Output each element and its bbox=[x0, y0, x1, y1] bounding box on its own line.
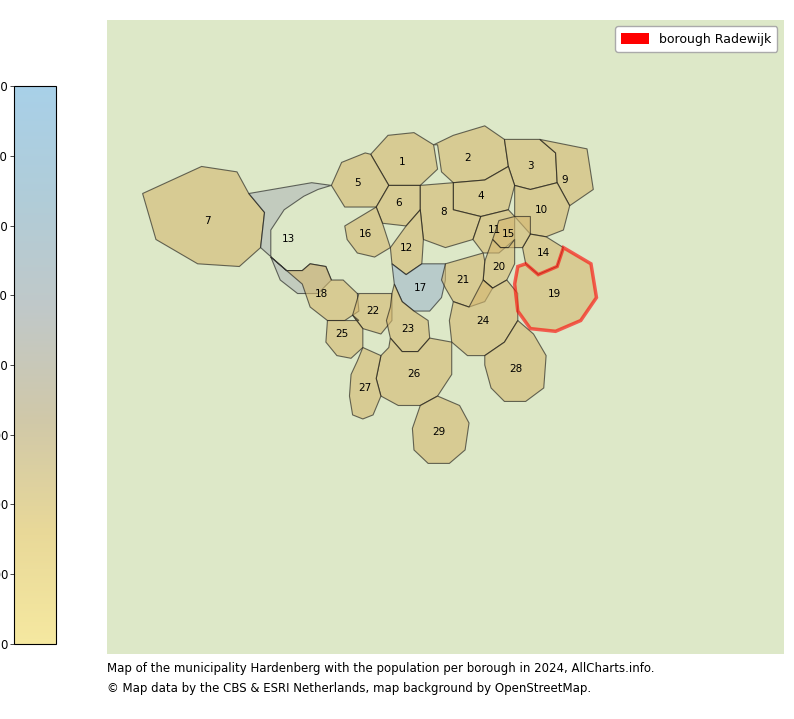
Polygon shape bbox=[392, 264, 445, 311]
Text: 3: 3 bbox=[527, 162, 534, 171]
Polygon shape bbox=[453, 167, 515, 216]
Text: 16: 16 bbox=[359, 229, 372, 239]
Text: 19: 19 bbox=[547, 288, 561, 298]
Text: 27: 27 bbox=[359, 383, 372, 393]
Text: 7: 7 bbox=[205, 216, 211, 226]
Polygon shape bbox=[331, 153, 389, 207]
Polygon shape bbox=[387, 284, 430, 352]
Polygon shape bbox=[420, 183, 481, 247]
Polygon shape bbox=[376, 338, 452, 406]
Polygon shape bbox=[271, 257, 359, 321]
Text: © Map data by the CBS & ESRI Netherlands, map background by OpenStreetMap.: © Map data by the CBS & ESRI Netherlands… bbox=[107, 682, 592, 695]
Text: 22: 22 bbox=[367, 306, 380, 316]
Text: 21: 21 bbox=[456, 275, 469, 285]
Polygon shape bbox=[515, 183, 570, 237]
Text: 23: 23 bbox=[401, 324, 414, 334]
Text: 2: 2 bbox=[464, 153, 471, 163]
Text: 24: 24 bbox=[476, 316, 490, 326]
Polygon shape bbox=[326, 315, 363, 358]
Text: 12: 12 bbox=[399, 242, 413, 252]
Text: 26: 26 bbox=[407, 370, 421, 380]
Polygon shape bbox=[449, 280, 518, 356]
Text: 18: 18 bbox=[314, 288, 328, 298]
Polygon shape bbox=[349, 347, 381, 419]
Polygon shape bbox=[353, 293, 392, 334]
Polygon shape bbox=[504, 139, 557, 190]
Text: 1: 1 bbox=[399, 157, 406, 168]
Polygon shape bbox=[441, 253, 492, 307]
Legend: borough Radewijk: borough Radewijk bbox=[615, 27, 777, 52]
Text: 28: 28 bbox=[510, 364, 523, 374]
Polygon shape bbox=[434, 126, 508, 183]
Polygon shape bbox=[143, 167, 264, 267]
Polygon shape bbox=[484, 239, 515, 288]
Polygon shape bbox=[391, 210, 423, 275]
Text: 17: 17 bbox=[414, 283, 427, 293]
Polygon shape bbox=[371, 132, 437, 186]
Polygon shape bbox=[412, 396, 469, 464]
Polygon shape bbox=[485, 321, 546, 401]
Text: Map of the municipality Hardenberg with the population per borough in 2024, AllC: Map of the municipality Hardenberg with … bbox=[107, 662, 655, 675]
Text: 14: 14 bbox=[537, 248, 550, 258]
Polygon shape bbox=[540, 139, 593, 206]
Text: 6: 6 bbox=[395, 198, 402, 208]
Polygon shape bbox=[515, 247, 596, 331]
Polygon shape bbox=[522, 234, 564, 275]
Text: 25: 25 bbox=[335, 329, 349, 339]
Polygon shape bbox=[345, 207, 391, 257]
Text: 10: 10 bbox=[535, 205, 548, 215]
Polygon shape bbox=[376, 186, 420, 226]
Text: 9: 9 bbox=[561, 175, 569, 185]
Text: 4: 4 bbox=[477, 191, 484, 201]
Text: 13: 13 bbox=[282, 234, 295, 244]
Text: 11: 11 bbox=[488, 225, 501, 235]
Text: 5: 5 bbox=[354, 178, 360, 188]
Polygon shape bbox=[249, 183, 331, 293]
Text: 8: 8 bbox=[441, 208, 447, 217]
Polygon shape bbox=[492, 216, 530, 247]
Text: 20: 20 bbox=[492, 262, 506, 272]
Polygon shape bbox=[473, 210, 515, 253]
Text: 29: 29 bbox=[433, 427, 445, 437]
Text: 15: 15 bbox=[502, 229, 515, 239]
